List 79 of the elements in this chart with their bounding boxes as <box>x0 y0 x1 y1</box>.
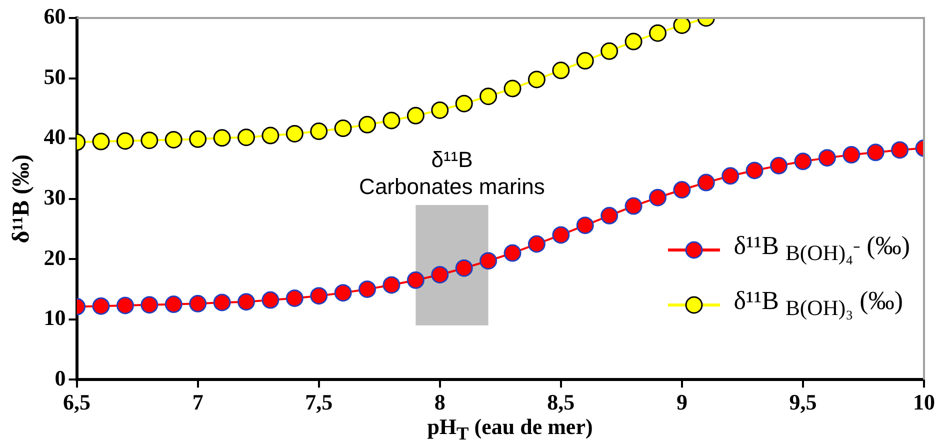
point <box>794 152 812 170</box>
x-tick-label: 7 <box>192 389 204 414</box>
point <box>262 291 280 309</box>
point <box>866 144 884 162</box>
point <box>624 32 642 50</box>
point <box>504 244 522 262</box>
point <box>310 287 328 305</box>
point <box>624 197 642 215</box>
point <box>431 101 449 119</box>
x-tick-label: 9 <box>676 389 688 414</box>
y-tick-label: 20 <box>44 244 66 270</box>
point <box>455 259 473 277</box>
point <box>746 162 764 180</box>
point <box>286 289 304 307</box>
point <box>648 24 666 42</box>
point <box>406 271 424 289</box>
point <box>382 276 400 294</box>
point <box>673 18 691 34</box>
point <box>334 120 352 138</box>
point <box>648 188 666 206</box>
point <box>552 62 570 80</box>
point <box>237 293 255 311</box>
legend-label: δ¹¹B $_{B(OH)₃}$ (‰) <box>734 285 903 322</box>
point <box>164 296 182 314</box>
legend-label: δ¹¹B $_{B(OH)₄⁻}$ (‰) <box>734 230 910 268</box>
point <box>286 124 304 142</box>
point <box>310 122 328 140</box>
x-tick-label: 6,5 <box>63 389 91 414</box>
point <box>818 149 836 167</box>
y-tick-label: 40 <box>44 124 66 150</box>
point <box>189 294 207 312</box>
point <box>528 70 546 88</box>
x-tick-label: 9,5 <box>789 389 817 414</box>
x-tick-label: 7,5 <box>305 389 333 414</box>
point <box>891 141 909 159</box>
x-axis-title: pH$_{T}$ (eau de mer) <box>427 414 593 444</box>
x-tick-label: 8,5 <box>547 389 575 414</box>
point <box>480 88 498 106</box>
point <box>140 132 158 150</box>
x-tick-label: 10 <box>913 389 935 414</box>
point <box>116 132 134 150</box>
point <box>576 52 594 70</box>
point <box>358 116 376 134</box>
point <box>673 181 691 199</box>
band-label: δ¹¹B Carbonates marins <box>359 147 545 200</box>
point <box>697 174 715 192</box>
y-axis-title: δ¹¹B (‰) <box>8 154 35 244</box>
point <box>116 296 134 314</box>
x-tick-label: 8 <box>434 389 446 414</box>
point <box>213 129 231 147</box>
point <box>528 235 546 253</box>
y-tick-label: 50 <box>44 64 66 89</box>
point <box>213 294 231 312</box>
point <box>431 266 449 284</box>
point <box>92 132 110 150</box>
point <box>600 206 618 224</box>
point <box>358 280 376 298</box>
point <box>455 94 473 112</box>
point <box>722 167 740 185</box>
point <box>770 156 788 174</box>
point <box>552 226 570 244</box>
point <box>334 284 352 302</box>
y-tick-label: 10 <box>44 305 66 330</box>
point <box>140 296 158 314</box>
point <box>504 80 522 98</box>
point <box>576 216 594 234</box>
y-tick-label: 60 <box>44 4 66 29</box>
y-tick-label: 30 <box>44 184 66 210</box>
point <box>406 106 424 124</box>
point <box>164 130 182 148</box>
y-tick-label: 0 <box>54 365 66 390</box>
point <box>237 128 255 146</box>
point <box>842 146 860 164</box>
point <box>382 112 400 130</box>
point <box>92 297 110 315</box>
point <box>480 252 498 270</box>
point <box>189 130 207 148</box>
point <box>600 42 618 60</box>
point <box>262 126 280 144</box>
